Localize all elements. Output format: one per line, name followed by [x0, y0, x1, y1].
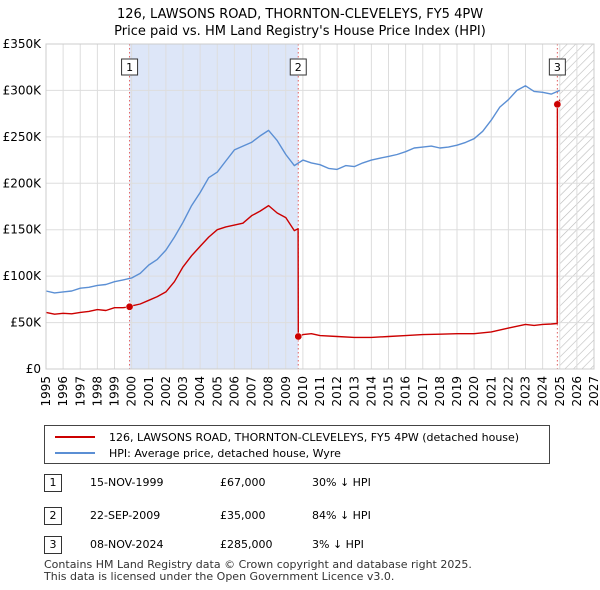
x-tick-label: 2006	[227, 376, 241, 407]
transaction-price: £285,000	[220, 538, 273, 551]
x-tick-label: 2010	[296, 376, 310, 407]
y-tick-label: £100K	[3, 269, 43, 283]
x-tick-label: 1998	[90, 376, 104, 407]
x-tick-label: 2021	[484, 376, 498, 407]
legend-label-hpi: HPI: Average price, detached house, Wyre	[109, 446, 341, 460]
transaction-number: 1	[44, 474, 62, 492]
x-tick-label: 2014	[364, 376, 378, 407]
sale-label-box	[548, 58, 566, 76]
x-tick-label: 2004	[193, 376, 207, 407]
footer: Contains HM Land Registry data © Crown c…	[44, 559, 472, 583]
x-tick-label: 2020	[467, 376, 481, 407]
hpi-series-line	[45, 85, 561, 294]
x-tick-label: 1999	[108, 376, 122, 407]
x-tick-label: 2005	[210, 376, 224, 407]
x-tick-label: 2024	[536, 376, 550, 407]
chart-title: 126, LAWSONS ROAD, THORNTON-CLEVELEYS, F…	[116, 7, 484, 22]
x-tick-label: 1996	[56, 376, 70, 407]
x-tick-label: 2018	[433, 376, 447, 407]
x-tick-label: 2013	[347, 376, 361, 407]
transaction-row: 3 08-NOV-2024 £285,000 3% ↓ HPI	[44, 536, 564, 556]
property-series-line	[45, 99, 561, 339]
transaction-date: 22-SEP-2009	[90, 509, 161, 522]
x-tick-label: 2016	[399, 376, 413, 407]
legend: 126, LAWSONS ROAD, THORNTON-CLEVELEYS, F…	[44, 425, 550, 464]
sale-label: 3	[554, 61, 561, 74]
x-tick-label: 1997	[73, 376, 87, 407]
transaction-price: £35,000	[220, 509, 266, 522]
transaction-price: £67,000	[220, 476, 266, 489]
chart-subtitle: Price paid vs. HM Land Registry's House …	[114, 24, 486, 39]
transaction-row: 2 22-SEP-2009 £35,000 84% ↓ HPI	[44, 507, 564, 527]
transaction-row: 1 15-NOV-1999 £67,000 30% ↓ HPI	[44, 474, 564, 494]
legend-item-property: 126, LAWSONS ROAD, THORNTON-CLEVELEYS, F…	[55, 429, 519, 445]
x-tick-label: 2025	[553, 376, 567, 407]
x-tick-label: 2026	[570, 376, 584, 407]
transaction-date: 08-NOV-2024	[90, 538, 164, 551]
x-tick-label: 2019	[450, 376, 464, 407]
y-tick-label: £50K	[10, 316, 42, 330]
legend-item-hpi: HPI: Average price, detached house, Wyre	[55, 445, 341, 461]
x-tick-label: 2009	[279, 376, 293, 407]
y-tick-label: £0	[26, 362, 41, 376]
x-tick-label: 2000	[125, 376, 139, 407]
legend-label-property: 126, LAWSONS ROAD, THORNTON-CLEVELEYS, F…	[109, 430, 520, 444]
plot-frame	[45, 43, 595, 370]
y-tick-label: £150K	[3, 223, 43, 237]
sale-label-box	[121, 58, 139, 76]
footer-licence: This data is licensed under the Open Gov…	[44, 570, 395, 583]
sale-point	[294, 332, 303, 341]
transaction-number: 3	[44, 536, 62, 554]
x-tick-label: 2023	[519, 376, 533, 407]
y-tick-label: £350K	[3, 37, 43, 51]
sale-label: 2	[295, 61, 302, 74]
x-tick-label: 2007	[245, 376, 259, 407]
transaction-number: 2	[44, 507, 62, 525]
x-tick-label: 1995	[39, 376, 53, 407]
ownership-shade	[129, 44, 299, 369]
legend-swatch-hpi	[55, 452, 95, 454]
y-tick-label: £200K	[3, 176, 43, 190]
y-tick-label: £250K	[3, 130, 43, 144]
legend-swatch-property	[55, 436, 95, 438]
x-tick-label: 2015	[382, 376, 396, 407]
x-tick-label: 2027	[587, 376, 600, 407]
x-tick-label: 2008	[262, 376, 276, 407]
x-tick-label: 2017	[416, 376, 430, 407]
x-tick-label: 2002	[159, 376, 173, 407]
sale-point	[553, 100, 562, 109]
x-tick-label: 2012	[330, 376, 344, 407]
transaction-hpi: 30% ↓ HPI	[312, 476, 371, 489]
x-tick-label: 2001	[142, 376, 156, 407]
transaction-hpi: 3% ↓ HPI	[312, 538, 364, 551]
sale-label-box	[289, 58, 307, 76]
footer-copyright: Contains HM Land Registry data © Crown c…	[44, 558, 472, 571]
x-tick-label: 2022	[501, 376, 515, 407]
transaction-date: 15-NOV-1999	[90, 476, 164, 489]
sale-point	[125, 302, 134, 311]
x-tick-label: 2011	[313, 376, 327, 407]
y-tick-label: £300K	[3, 83, 43, 97]
price-chart: 1 2 3 £0 £50K £100K £150K £200K £250K £300K £350K…	[3, 37, 600, 407]
x-tick-label: 2003	[176, 376, 190, 407]
sale-label: 1	[126, 61, 133, 74]
transaction-hpi: 84% ↓ HPI	[312, 509, 371, 522]
